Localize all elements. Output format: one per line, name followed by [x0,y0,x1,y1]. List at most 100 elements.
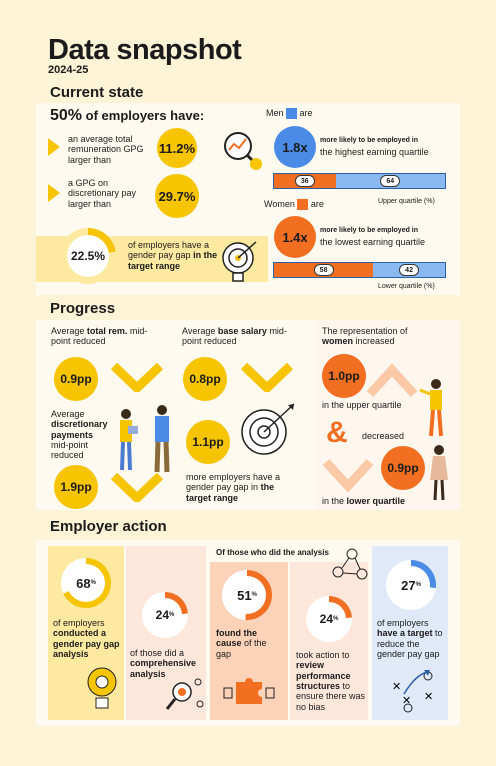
c5-donut-inner: 27% [392,566,430,604]
base-down-icon [240,362,294,392]
base-value: 0.8pp [183,357,227,401]
stat1-value: 11.2% [157,128,197,168]
stat2-text: a GPG on discretionary pay larger than [68,178,137,209]
men-label: Men [266,108,284,118]
c3-donut-inner: 51% [228,576,266,614]
c4-value: 24 [319,612,333,626]
upper-bar-men-value: 64 [380,175,401,187]
woman-upper-icon [418,378,448,440]
upper-quartile-bar: 36 64 [273,173,446,189]
lower-bar-women-value: 58 [313,264,334,276]
upper-text: in the upper quartile [322,400,402,410]
target-text-main: of employers have a gender pay gap [128,240,210,261]
target-text-bold: in the target range [128,250,218,271]
lower-bar-men: 42 [373,263,445,277]
intro-text: of employers have: [85,108,205,123]
stat1-text: an average total remuneration GPG larger… [68,134,144,165]
gear-bulb-icon [78,660,124,714]
lower-text-1: in the [322,496,345,506]
c5-text: of employers have a target to reduce the… [377,618,445,659]
c2-pct-sign: % [169,612,175,618]
intro-line: 50% of employers have: [50,107,204,125]
rep-label-2: increased [355,336,395,347]
men-label-row: Men are [266,108,313,120]
current-state-heading: Current state [50,84,144,101]
men-are: are [299,108,313,118]
page-title: Data snapshot [48,34,242,66]
c3-donut: 51% [222,570,272,620]
target-donut-value: 22.5% [67,235,109,277]
people-illustration-icon [114,404,178,478]
c4-pct-sign: % [333,616,339,622]
men-value: 1.8x [274,126,316,168]
c4-text-2: to ensure there was no bias [296,681,366,712]
c2-text-bold: comprehensive analysis [130,658,197,679]
total-rem-value: 0.9pp [54,357,98,401]
network-people-icon [330,546,370,582]
c1-text-1: of employers [53,618,105,628]
intro-pct: 50% [50,107,83,124]
magnifier-chart-icon [220,128,266,174]
progress-target-value: 1.1pp [186,420,230,464]
c4-donut-inner: 24% [312,602,346,636]
disc-label-1: Average [51,409,85,419]
c5-value: 27 [401,577,416,593]
svg-text:✕: ✕ [424,691,433,703]
target-text: of employers have a gender pay gap in th… [128,240,224,271]
lower-bar-women: 58 [274,263,374,277]
men-desc-small: more likely to be employed in [320,137,419,144]
c3-text-2: of the gap [216,638,267,659]
c2-text: of those did a comprehensive analysis [130,648,204,679]
progress-heading: Progress [50,300,116,317]
disc-label-2: mid-point reduced [51,440,89,461]
base-label-bold: base salary [217,326,267,336]
lower-bar-men-value: 42 [399,264,420,276]
svg-text:✕: ✕ [392,681,401,693]
puzzle-icon [222,670,276,716]
c1-donut: 68% [61,558,111,608]
women-swatch [297,199,309,211]
employer-action-heading: Employer action [50,518,167,535]
women-desc: the lowest earning quartile [320,237,426,247]
c5-text-1: of employers [377,618,429,628]
upper-value: 1.0pp [322,354,366,398]
c2-donut-inner: 24% [148,598,182,632]
c5-donut: 27% [386,560,436,610]
total-rem-label-2: mid-point reduced [51,326,148,347]
c3-value: 51 [237,587,252,603]
rep-label-bold: women [322,336,354,347]
c1-text-bold: conducted a gender pay gap analysis [53,628,120,660]
analysis-subheading: Of those who did the analysis [216,548,329,557]
c4-text-1: took action to [296,650,350,660]
c1-value: 68 [76,575,91,591]
c3-pct-sign: % [251,592,257,598]
c2-text-1: of those did a [130,648,185,658]
c1-pct-sign: % [90,580,96,586]
disc-value: 1.9pp [54,465,98,509]
c4-text: took action to review performance struct… [296,650,366,712]
page-year: 2024-25 [48,64,89,76]
total-rem-label-1: Average [51,326,85,336]
c2-value: 24 [155,608,169,622]
upper-bar-men: 64 [335,174,445,188]
c2-donut: 24% [142,592,188,638]
disc-label-bold: discretionary payments [51,419,108,440]
c3-text-bold: found the cause [216,628,257,649]
lower-text: in the lower quartile [322,496,405,506]
c1-donut-inner: 68% [67,564,105,602]
c1-text: of employers conducted a gender pay gap … [53,618,123,659]
total-rem-label: Average total rem. mid-point reduced [51,326,161,347]
total-rem-down-icon [110,362,164,392]
upper-bar-women: 36 [274,174,336,188]
upper-caption: Upper quartile (%) [378,198,435,205]
stat1-arrow-icon [48,138,60,156]
progress-target-text-main: more employers have a gender pay gap in [186,472,281,493]
stat2-arrow-icon [48,184,60,202]
men-desc: the highest earning quartile [320,147,429,157]
woman-lower-icon [424,444,454,504]
rep-label: The representation of women increased [322,326,432,347]
stat2-value: 29.7% [155,174,199,218]
women-value: 1.4x [274,216,316,258]
lower-caption: Lower quartile (%) [378,283,435,290]
rep-label-1: The representation of [322,326,408,336]
